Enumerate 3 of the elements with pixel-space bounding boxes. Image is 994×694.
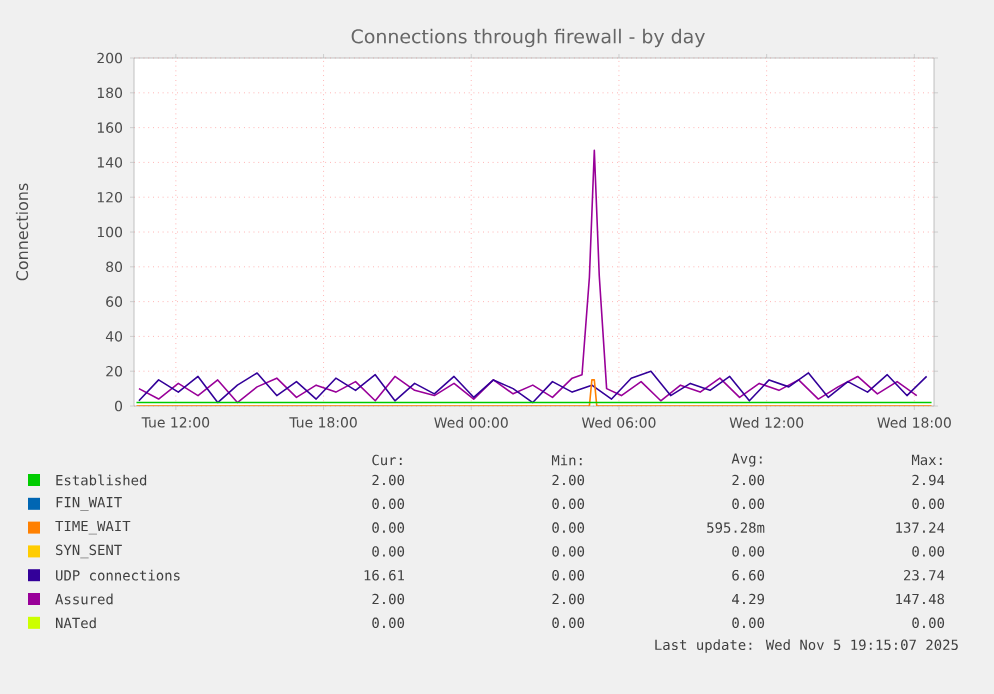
line-series (138, 370, 928, 404)
line-series (138, 149, 918, 404)
chart-title: Connections through firewall - by day (351, 28, 705, 48)
